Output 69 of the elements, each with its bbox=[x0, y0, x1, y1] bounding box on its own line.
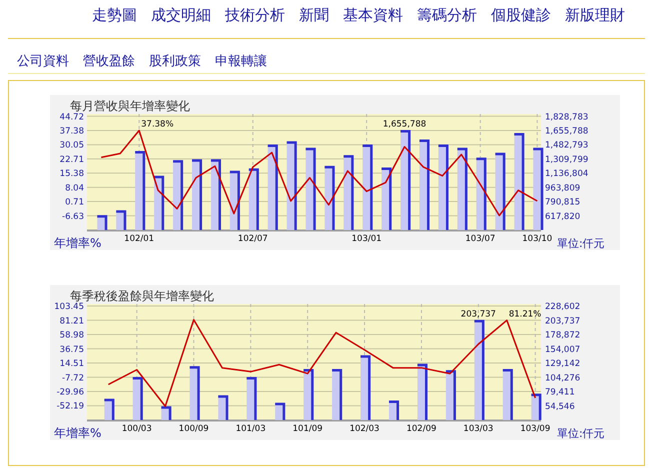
y2-tick-label: 1,482,793 bbox=[545, 140, 588, 151]
y-tick-label: 8.04 bbox=[65, 183, 84, 194]
x-tick-label: 101/09 bbox=[292, 424, 323, 434]
y2-tick-label: 129,142 bbox=[545, 359, 580, 370]
text: 營收盈餘 bbox=[83, 54, 135, 69]
text: 新版理財 bbox=[565, 6, 625, 24]
x-tick-label: 102/07 bbox=[238, 234, 268, 244]
y2-tick-label: 203,737 bbox=[545, 316, 580, 326]
y2-tick-label: 154,007 bbox=[545, 344, 580, 355]
y2-tick-label: 1,309,799 bbox=[545, 154, 588, 165]
x-tick-label: 103/09 bbox=[520, 424, 550, 434]
y-tick-label: -52.19 bbox=[56, 402, 84, 412]
y2-tick-label: 790,815 bbox=[545, 198, 580, 208]
x-tick-label: 103/10 bbox=[522, 234, 552, 244]
y-tick-label: 14.51 bbox=[60, 359, 84, 370]
x-tick-label: 102/03 bbox=[350, 424, 380, 434]
y-tick-label: 36.75 bbox=[60, 344, 84, 355]
y-tick-label: 103.45 bbox=[54, 302, 84, 312]
data-label: 1,655,788 bbox=[382, 119, 426, 130]
text: 走勢圖 bbox=[92, 6, 137, 24]
chart-title: 每月營收與年增率變化 bbox=[70, 99, 190, 113]
y2-tick-label: 617,820 bbox=[545, 212, 580, 222]
text: 公司資料 bbox=[17, 54, 69, 69]
y-tick-label: 22.71 bbox=[60, 154, 84, 165]
y-tick-label: 0.71 bbox=[65, 198, 84, 208]
y2-tick-label: 228,602 bbox=[545, 302, 580, 312]
x-tick-label: 101/03 bbox=[236, 424, 266, 434]
y2-tick-label: 1,655,788 bbox=[545, 126, 588, 136]
text: 基本資料 bbox=[343, 6, 403, 24]
y2-axis-title: 單位:仟元 bbox=[557, 427, 605, 440]
y-axis-title: 年增率% bbox=[54, 236, 102, 250]
y-tick-label: -6.63 bbox=[62, 212, 84, 222]
text: 成交明細 bbox=[151, 6, 211, 24]
y2-tick-label: 79,411 bbox=[545, 388, 575, 398]
y2-tick-label: 104,276 bbox=[545, 373, 580, 384]
y-tick-label: -29.96 bbox=[56, 388, 84, 398]
y-tick-label: 37.38 bbox=[60, 126, 84, 137]
text: 股利政策 bbox=[149, 54, 201, 69]
line-series bbox=[108, 319, 536, 408]
x-tick-label: 103/07 bbox=[465, 234, 496, 244]
x-tick-label: 103/03 bbox=[463, 424, 494, 434]
text: 籌碼分析 bbox=[417, 6, 477, 24]
text: 申報轉讓 bbox=[215, 54, 267, 69]
y-tick-label: 15.38 bbox=[60, 169, 84, 180]
y2-tick-label: 54,546 bbox=[545, 402, 575, 412]
x-tick-label: 100/03 bbox=[122, 424, 152, 434]
y2-tick-label: 178,872 bbox=[545, 330, 580, 341]
y2-tick-label: 963,809 bbox=[545, 183, 580, 194]
y2-tick-label: 1,828,783 bbox=[545, 112, 588, 122]
chart-title: 每季稅後盈餘與年增率變化 bbox=[70, 289, 214, 303]
text: 技術分析 bbox=[224, 6, 285, 24]
y2-axis-title: 單位:仟元 bbox=[557, 237, 605, 250]
y-tick-label: 30.05 bbox=[60, 140, 84, 151]
data-label: 81.21% bbox=[508, 309, 542, 320]
x-tick-label: 103/01 bbox=[352, 234, 382, 244]
y-tick-label: 44.72 bbox=[60, 112, 84, 122]
y2-tick-label: 1,136,804 bbox=[545, 169, 588, 180]
text: 新聞 bbox=[299, 6, 329, 24]
y-tick-label: 58.98 bbox=[60, 330, 84, 341]
x-tick-label: 100/09 bbox=[178, 424, 209, 434]
data-label: 203,737 bbox=[460, 309, 496, 320]
text: 個股健診 bbox=[491, 6, 551, 24]
data-label: 37.38% bbox=[141, 120, 174, 130]
x-tick-label: 102/01 bbox=[124, 234, 154, 244]
x-tick-label: 102/09 bbox=[406, 424, 436, 434]
y-tick-label: -7.72 bbox=[62, 373, 84, 384]
line-series bbox=[100, 130, 538, 216]
y-tick-label: 81.21 bbox=[60, 316, 84, 326]
y-axis-title: 年增率% bbox=[54, 426, 102, 440]
